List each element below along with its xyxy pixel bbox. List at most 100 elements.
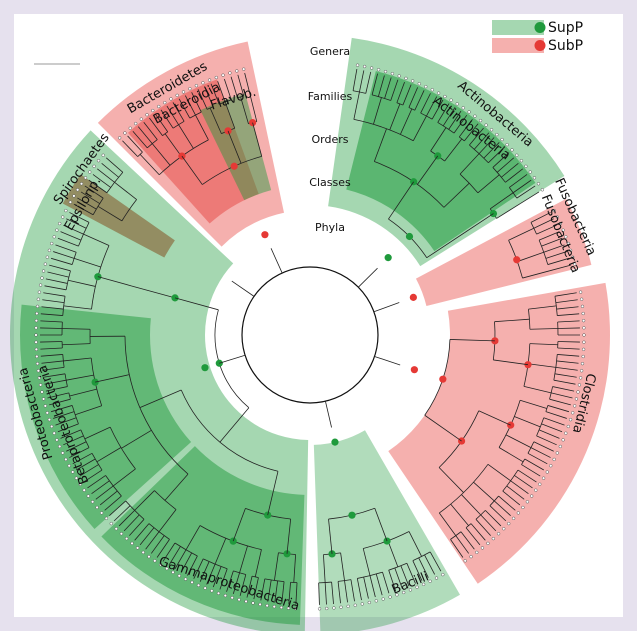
branch bbox=[414, 90, 425, 111]
branch bbox=[40, 354, 63, 357]
node bbox=[410, 178, 418, 186]
branch bbox=[529, 343, 558, 346]
branch bbox=[520, 191, 540, 204]
leaf bbox=[564, 431, 568, 435]
leaf bbox=[549, 464, 553, 468]
branch bbox=[227, 130, 242, 164]
branch bbox=[75, 405, 102, 416]
leaf bbox=[545, 470, 549, 474]
branch bbox=[123, 514, 140, 532]
leaf bbox=[55, 228, 59, 232]
leaf bbox=[540, 188, 545, 192]
branch bbox=[212, 566, 222, 588]
branch bbox=[244, 72, 251, 95]
node bbox=[261, 231, 269, 239]
leaf bbox=[376, 68, 381, 72]
leaf bbox=[355, 63, 360, 67]
leaf bbox=[566, 241, 570, 246]
leaf bbox=[216, 591, 221, 595]
branch bbox=[83, 469, 103, 483]
branch bbox=[145, 531, 160, 550]
branch bbox=[388, 570, 397, 592]
branch bbox=[174, 549, 187, 570]
branch-arc bbox=[172, 120, 185, 129]
leaf bbox=[360, 602, 364, 606]
leaf bbox=[123, 131, 127, 135]
clade-sector bbox=[313, 430, 460, 631]
leaf bbox=[552, 208, 556, 213]
branch bbox=[510, 480, 529, 495]
node bbox=[348, 511, 356, 519]
branch bbox=[417, 155, 439, 185]
branch bbox=[42, 366, 65, 371]
branch bbox=[206, 563, 216, 585]
leaf bbox=[580, 297, 584, 301]
node bbox=[434, 152, 442, 160]
branch-arc bbox=[233, 570, 246, 575]
branch-arc bbox=[71, 252, 77, 265]
leaf bbox=[45, 411, 49, 415]
leaf bbox=[500, 137, 504, 142]
leaf bbox=[135, 546, 140, 550]
branch bbox=[210, 83, 220, 105]
branch bbox=[514, 475, 533, 489]
branch bbox=[356, 578, 362, 601]
branch bbox=[318, 582, 320, 605]
leaf bbox=[428, 579, 432, 583]
branch bbox=[377, 75, 385, 97]
branch bbox=[387, 540, 399, 568]
branch bbox=[168, 546, 181, 566]
branch bbox=[122, 140, 139, 157]
ring-label: Families bbox=[308, 90, 353, 103]
branch bbox=[369, 575, 376, 598]
branch bbox=[62, 328, 91, 330]
leaf bbox=[61, 215, 65, 219]
branch-arc bbox=[371, 94, 391, 101]
leaf bbox=[130, 541, 134, 546]
branch bbox=[45, 278, 68, 284]
branch bbox=[118, 510, 135, 527]
branch bbox=[139, 527, 155, 546]
leaf bbox=[286, 606, 291, 610]
leaf bbox=[35, 304, 40, 309]
branch bbox=[151, 143, 171, 166]
branch bbox=[375, 573, 383, 596]
branch bbox=[53, 251, 75, 259]
branch bbox=[113, 468, 136, 487]
branch bbox=[83, 233, 110, 246]
branch bbox=[187, 555, 198, 576]
branch bbox=[197, 89, 208, 110]
leaf bbox=[235, 69, 239, 73]
leaf bbox=[581, 319, 586, 323]
branch bbox=[150, 535, 165, 554]
branch-arc bbox=[154, 490, 177, 510]
leaf bbox=[228, 71, 232, 75]
branch bbox=[516, 185, 536, 199]
leaf bbox=[469, 555, 473, 559]
branch bbox=[288, 582, 291, 605]
leaf bbox=[169, 97, 173, 101]
leaf bbox=[67, 464, 71, 468]
branch bbox=[92, 174, 111, 188]
branch bbox=[514, 416, 541, 428]
branch bbox=[553, 379, 576, 385]
leaf bbox=[552, 457, 556, 462]
branch bbox=[66, 218, 87, 229]
branch bbox=[254, 549, 262, 577]
branch bbox=[88, 179, 108, 194]
leaf bbox=[119, 532, 124, 536]
branch bbox=[517, 469, 537, 483]
branch bbox=[538, 231, 560, 241]
leaf bbox=[104, 516, 109, 520]
leaf bbox=[242, 67, 246, 71]
leaf bbox=[568, 418, 573, 422]
branch bbox=[541, 237, 563, 247]
branch bbox=[408, 531, 422, 557]
leaf bbox=[443, 94, 447, 99]
leaf bbox=[141, 550, 145, 555]
branch bbox=[101, 162, 119, 178]
branch bbox=[533, 218, 554, 229]
branch bbox=[172, 102, 185, 122]
leaf bbox=[64, 457, 68, 462]
